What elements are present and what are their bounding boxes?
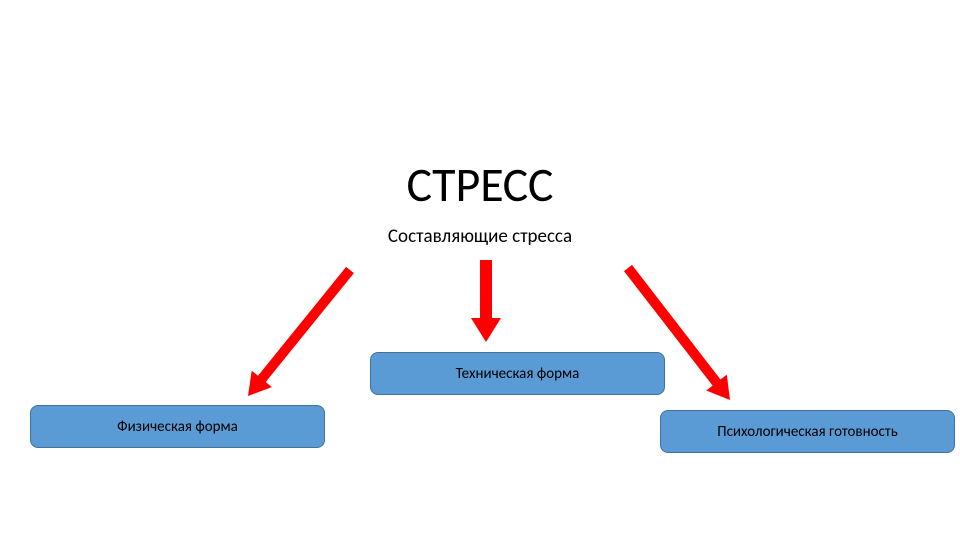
arrow-right — [0, 0, 960, 540]
box-psychological-label: Психологическая готовность — [717, 423, 897, 441]
diagram-canvas: СТРЕСС Составляющие стресса Физическая ф… — [0, 0, 960, 540]
box-technical: Техническая форма — [370, 352, 665, 395]
box-physical-label: Физическая форма — [117, 418, 238, 436]
box-physical: Физическая форма — [30, 405, 325, 448]
box-psychological: Психологическая готовность — [660, 410, 955, 453]
box-technical-label: Техническая форма — [456, 365, 580, 383]
